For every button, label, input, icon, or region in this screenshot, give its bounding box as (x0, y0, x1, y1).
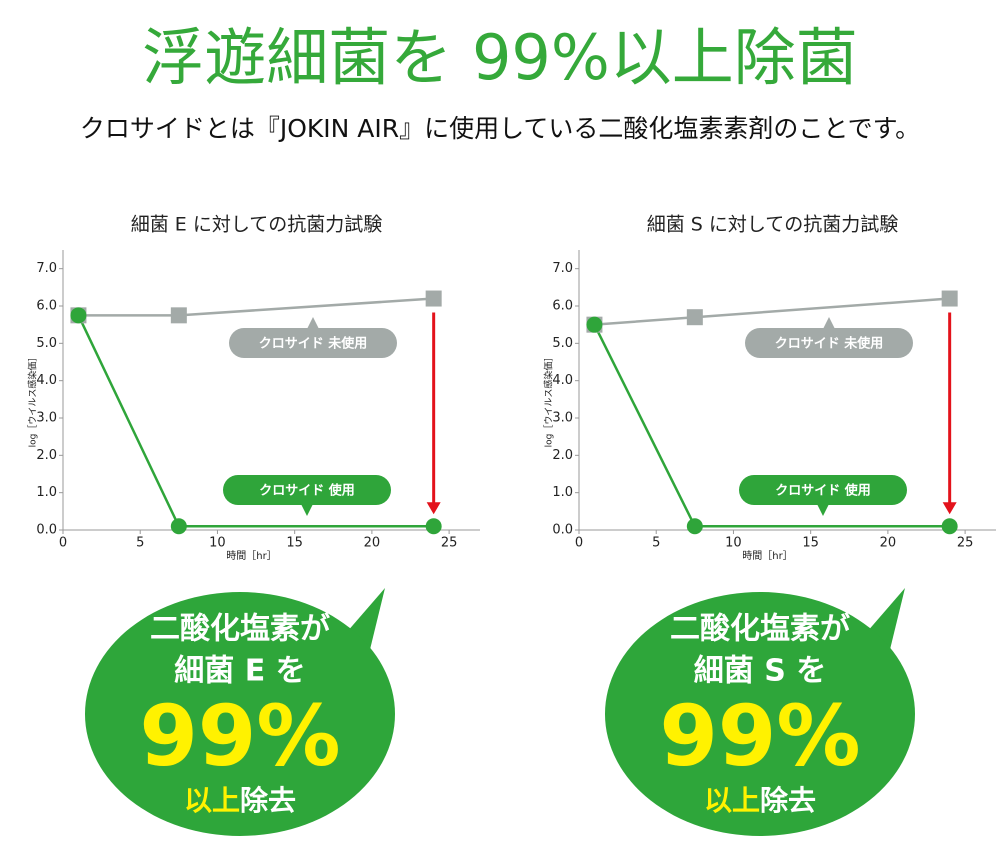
y-tick-label: 4.0 (36, 373, 57, 388)
x-tick-label: 20 (880, 536, 897, 551)
x-tick-label: 15 (286, 536, 303, 551)
reduction-arrowhead (942, 502, 957, 515)
marker-square (686, 309, 703, 326)
y-axis-label: log［ウイルス感染価］ (543, 353, 555, 448)
marker-circle (686, 518, 703, 535)
x-tick-label: 10 (725, 536, 742, 551)
callout-highlight: 以上 (704, 784, 760, 817)
x-tick-label: 15 (802, 536, 819, 551)
marker-circle (941, 518, 958, 535)
y-axis-label: log［ウイルス感染価］ (27, 353, 39, 448)
y-tick-label: 7.0 (36, 261, 57, 276)
callout-line: 細菌 S を (694, 654, 827, 689)
callout-rest: 除去 (760, 784, 816, 817)
page-subtitle: クロサイドとは『JOKIN AIR』に使用している二酸化塩素素剤のことです。 (80, 114, 920, 143)
y-tick-label: 5.0 (552, 336, 573, 351)
callout-line: 二酸化塩素が (670, 612, 850, 647)
y-tick-label: 0.0 (36, 523, 57, 538)
y-tick-label: 1.0 (36, 485, 57, 500)
marker-circle (425, 518, 442, 535)
series-pill (745, 328, 913, 358)
series-pill-pointer (307, 317, 319, 329)
series-line (78, 297, 434, 317)
series-pill (229, 328, 397, 358)
x-tick-label: 5 (652, 536, 660, 551)
series-pill-pointer (301, 504, 313, 516)
marker-circle (586, 316, 603, 333)
callout-footer: 以上除去 (704, 784, 816, 817)
legend-label: クロサイド 未使用 (259, 336, 368, 352)
series-pill (223, 475, 391, 505)
series-line (594, 297, 950, 326)
callout-big: 99% (659, 687, 860, 785)
y-tick-label: 6.0 (552, 299, 573, 314)
callout-bubble (605, 592, 915, 836)
y-tick-label: 2.0 (36, 448, 57, 463)
x-tick-label: 0 (59, 536, 67, 551)
x-tick-label: 5 (136, 536, 144, 551)
marker-square (170, 307, 187, 324)
x-axis-label: 時間［hr］ (742, 550, 792, 562)
reduction-arrowhead (426, 502, 441, 515)
x-tick-label: 25 (957, 536, 974, 551)
callout-footer: 以上除去 (184, 784, 296, 817)
chart-title: 細菌 S に対しての抗菌力試験 (647, 214, 899, 236)
y-tick-label: 2.0 (552, 448, 573, 463)
callout-line: 細菌 E を (174, 654, 305, 689)
marker-circle (170, 518, 187, 535)
series-pill (739, 475, 907, 505)
y-tick-label: 6.0 (36, 299, 57, 314)
y-tick-label: 5.0 (36, 336, 57, 351)
y-tick-label: 3.0 (552, 411, 573, 426)
y-tick-label: 4.0 (552, 373, 573, 388)
x-tick-label: 25 (441, 536, 458, 551)
x-tick-label: 0 (575, 536, 583, 551)
y-tick-label: 3.0 (36, 411, 57, 426)
x-tick-label: 10 (209, 536, 226, 551)
y-tick-label: 1.0 (552, 485, 573, 500)
x-axis-label: 時間［hr］ (226, 550, 276, 562)
callout-highlight: 以上 (184, 784, 240, 817)
callout-line: 二酸化塩素が (150, 612, 330, 647)
x-tick-label: 20 (364, 536, 381, 551)
callout-big: 99% (139, 687, 340, 785)
marker-square (941, 290, 958, 307)
y-tick-label: 7.0 (552, 261, 573, 276)
legend-label: クロサイド 使用 (259, 483, 355, 499)
chart-title: 細菌 E に対しての抗菌力試験 (131, 214, 383, 236)
page-title: 浮遊細菌を 99%以上除菌 (142, 21, 858, 94)
series-pill-pointer (823, 317, 835, 329)
legend-label: クロサイド 未使用 (775, 336, 884, 352)
callout-bubble (85, 592, 395, 836)
series-pill-pointer (817, 504, 829, 516)
marker-square (425, 290, 442, 307)
callout-rest: 除去 (240, 784, 296, 817)
legend-label: クロサイド 使用 (775, 483, 871, 499)
marker-circle (70, 307, 87, 324)
y-tick-label: 0.0 (552, 523, 573, 538)
